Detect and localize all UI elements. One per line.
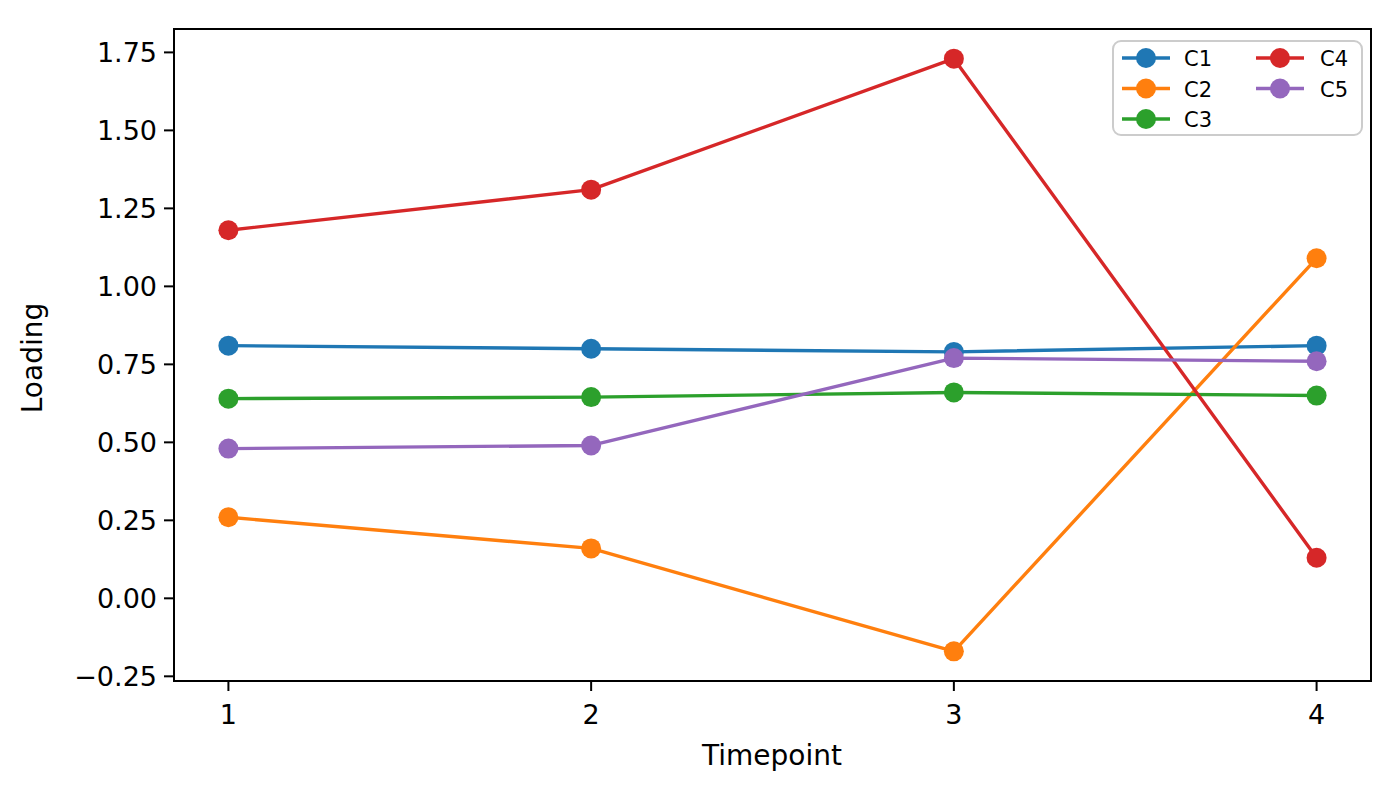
figure: −0.25 0.00 0.25 0.50 0.75 1.00 1.25 1.50 1.75 1 2 3… [0,0,1400,800]
series-marker-C3-t4 [1307,386,1327,406]
series-marker-C3-t2 [581,387,601,407]
legend-sample-marker-C5 [1270,79,1290,99]
y-tick-label: 1.50 [97,115,157,146]
series-marker-C1-t1 [218,336,238,356]
series-marker-C1-t2 [581,339,601,359]
x-tick-label: 3 [945,699,962,730]
series-marker-C5-t3 [944,348,964,368]
y-tick-label: 1.00 [97,271,157,302]
series-line-C3 [228,392,1316,398]
series-marker-C2-t3 [944,641,964,661]
y-tick-label: 1.25 [97,193,157,224]
legend-label-C4: C4 [1320,47,1348,71]
y-tick-label: 0.25 [97,505,157,536]
legend-label-C3: C3 [1184,108,1212,132]
series-marker-C3-t1 [218,389,238,409]
x-tick-label: 2 [583,699,600,730]
y-tick-label: 0.75 [97,349,157,380]
x-tick-label: 1 [220,699,237,730]
legend-sample-marker-C1 [1136,48,1156,68]
legend-sample-marker-C3 [1136,109,1156,129]
series-marker-C4-t3 [944,49,964,69]
x-axis-label: Timepoint [701,739,842,772]
series-marker-C2-t2 [581,538,601,558]
series-marker-C4-t1 [218,220,238,240]
series-marker-C2-t4 [1307,248,1327,268]
legend-sample-marker-C4 [1270,48,1290,68]
series-marker-C5-t1 [218,439,238,459]
y-axis-label: Loading [16,303,49,413]
series-marker-C4-t4 [1307,548,1327,568]
series-marker-C2-t1 [218,507,238,527]
legend-label-C2: C2 [1184,78,1212,102]
series-marker-C5-t4 [1307,351,1327,371]
series-marker-C4-t2 [581,180,601,200]
plot-area: −0.25 0.00 0.25 0.50 0.75 1.00 1.25 1.50 1.75 1 2 3… [74,29,1371,730]
series-line-C2 [228,258,1316,651]
line-chart: −0.25 0.00 0.25 0.50 0.75 1.00 1.25 1.50 1.75 1 2 3… [0,0,1400,800]
y-tick-label: 1.75 [97,37,157,68]
x-tick-label: 4 [1308,699,1325,730]
series-marker-C3-t3 [944,382,964,402]
legend-label-C1: C1 [1184,47,1212,71]
y-tick-label: 0.50 [97,427,157,458]
y-tick-label: 0.00 [97,583,157,614]
series-line-C1 [228,346,1316,352]
series-marker-C5-t2 [581,435,601,455]
legend-sample-marker-C2 [1136,79,1156,99]
y-tick-label: −0.25 [74,661,157,692]
legend-label-C5: C5 [1320,78,1348,102]
